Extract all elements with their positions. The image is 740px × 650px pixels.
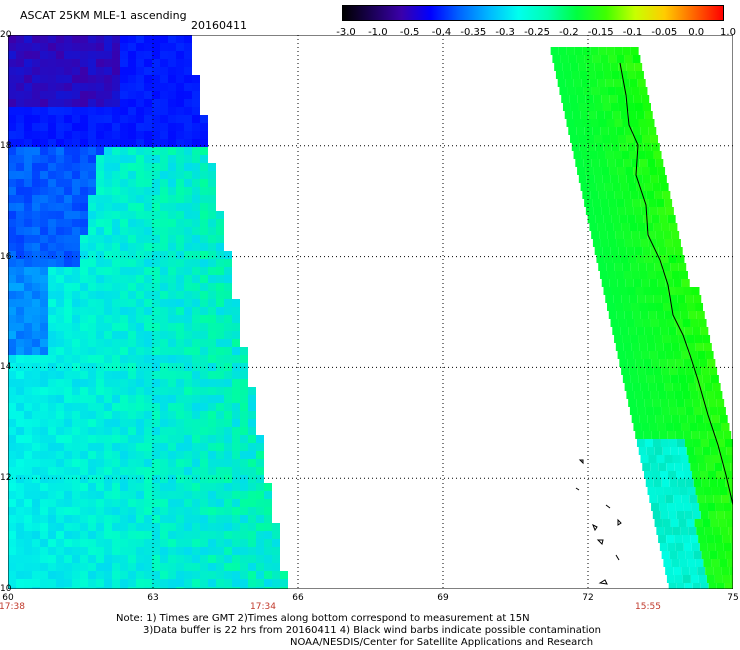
pass-time-label: 17:38 <box>0 602 25 612</box>
right-swath-cells <box>550 47 733 589</box>
islands <box>575 459 622 585</box>
color-scale-label: -0.05 <box>651 27 678 38</box>
longitude-tick-label: 60 <box>2 593 14 603</box>
color-scale-label: 1.0 <box>720 27 736 38</box>
note-line-2: 3)Data buffer is 22 hrs from 20160411 4)… <box>143 625 601 636</box>
color-scale-label: -0.3 <box>495 27 515 38</box>
longitude-tick-label: 63 <box>147 593 159 603</box>
grid-lines <box>8 35 733 589</box>
color-scale-label: 0.0 <box>688 27 705 38</box>
coastline <box>619 62 733 506</box>
latitude-tick-label: 14 <box>0 362 12 373</box>
latitude-tick-label: 18 <box>0 140 12 151</box>
longitude-tick-label: 75 <box>727 593 739 603</box>
map-title: ASCAT 25KM MLE-1 ascending <box>20 9 187 22</box>
color-scale-label: -1.0 <box>368 27 388 38</box>
latitude-tick-label: 20 <box>0 30 12 40</box>
color-scale-label: -0.1 <box>622 27 643 38</box>
color-scale-label: -0.25 <box>524 27 550 38</box>
swath-map-canvas <box>8 35 733 589</box>
color-scale-label: -0.2 <box>559 27 579 38</box>
pass-time-label: 15:55 <box>635 602 661 612</box>
swath-map <box>8 35 733 589</box>
color-scale-bar <box>342 5 724 21</box>
longitude-tick-label: 72 <box>582 593 594 603</box>
color-scale-label: -0.15 <box>587 27 614 38</box>
color-scale-label: -3.0 <box>336 27 356 38</box>
latitude-tick-label: 16 <box>0 251 12 262</box>
left-swath-cells <box>8 35 288 589</box>
latitude-tick-label: 12 <box>0 473 12 484</box>
pass-time-label: 17:34 <box>250 602 276 612</box>
longitude-tick-label: 69 <box>437 593 449 603</box>
color-scale-labels: -3.0 -1.0 -0.5 -0.4 -0.35 -0.3 -0.25 -0.2 -0.15-… <box>330 27 736 39</box>
color-scale-label: -0.4 <box>431 27 452 38</box>
longitude-tick-label: 66 <box>292 593 304 603</box>
note-line-3: NOAA/NESDIS/Center for Satellite Applica… <box>290 637 594 648</box>
note-line-1: Note: 1) Times are GMT 2)Times along bot… <box>116 613 530 624</box>
map-date: 20160411 <box>191 19 247 32</box>
color-scale-label: -0.35 <box>460 27 487 38</box>
color-scale-label: -0.5 <box>399 27 420 38</box>
latitude-tick-label: 10 <box>0 584 12 594</box>
